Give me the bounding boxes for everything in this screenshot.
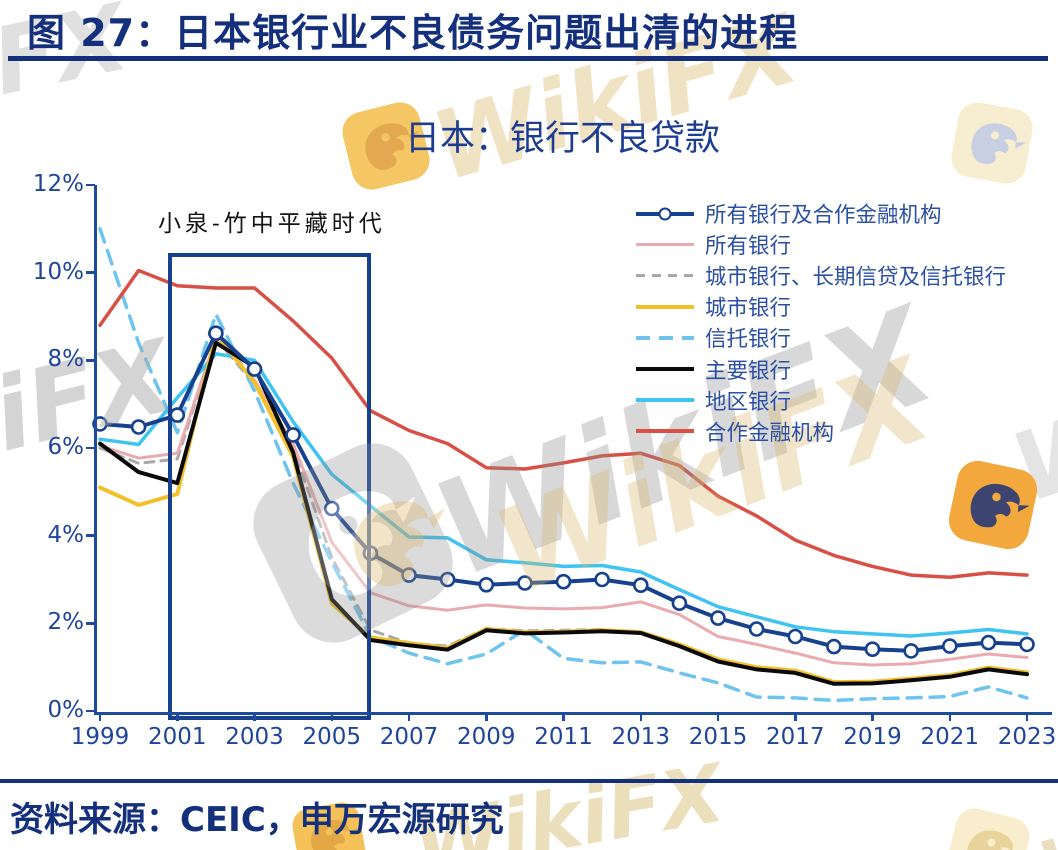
source-text: 资料来源：CEIC，申万宏源研究: [10, 800, 504, 840]
legend-item-all-banks-coop: 所有银行及合作金融机构: [636, 198, 1006, 229]
legend-label: 主要银行: [705, 358, 792, 384]
legend-swatch: [636, 398, 694, 402]
legend-swatch: [636, 207, 694, 221]
data-marker-all-banks-coop: [787, 628, 804, 645]
legend-swatch: [636, 274, 694, 278]
legend-label: 所有银行及合作金融机构: [705, 203, 942, 229]
data-marker-all-banks-coop: [594, 571, 610, 588]
data-marker-all-banks-coop: [130, 419, 147, 435]
legend-label: 信托银行: [705, 327, 792, 353]
figure-title: 图 27：日本银行业不良债务问题出清的进程: [27, 11, 799, 55]
koizumi-era-label: 小泉-竹中平藏时代: [158, 211, 386, 237]
legend-label: 城市银行、长期信贷及信托银行: [705, 265, 1007, 291]
series-line-regional-banks: [98, 352, 1029, 638]
data-marker-all-banks-coop: [1019, 636, 1035, 653]
koizumi-era-box: [168, 253, 371, 720]
legend-item-regional-banks: 地区银行: [636, 385, 1006, 416]
legend-item-trust-banks: 信托银行: [636, 322, 1006, 353]
data-marker-all-banks-coop: [980, 634, 997, 651]
y-axis-line: [94, 185, 97, 715]
data-marker-all-banks-coop: [246, 361, 263, 377]
legend-item-major-banks: 主要银行: [636, 353, 1006, 384]
data-marker-all-banks-coop: [864, 641, 881, 658]
legend-label: 合作金融机构: [705, 420, 835, 446]
chart-title: 日本：银行不良贷款: [404, 119, 720, 159]
legend-swatch: [636, 336, 694, 340]
series-line-coop-financial: [98, 268, 1029, 580]
data-marker-all-banks-coop: [517, 575, 533, 591]
data-marker-all-banks-coop: [671, 595, 688, 612]
legend-swatch: [636, 243, 694, 247]
data-marker-all-banks-coop: [826, 638, 842, 655]
legend-label: 所有银行: [705, 234, 792, 260]
legend-item-city-ltcb-trust: 城市银行、长期信贷及信托银行: [636, 260, 1006, 291]
legend-label: 地区银行: [705, 389, 792, 415]
title-underline: [8, 56, 1048, 61]
data-marker-all-banks-coop: [439, 571, 456, 588]
data-marker-all-banks-coop: [208, 325, 224, 342]
data-marker-all-banks-coop: [941, 638, 958, 654]
data-marker-all-banks-coop: [478, 576, 495, 593]
data-marker-all-banks-coop: [401, 567, 417, 583]
data-marker-all-banks-coop: [903, 643, 919, 659]
data-marker-all-banks-coop: [632, 577, 649, 594]
data-marker-all-banks-coop: [555, 573, 572, 590]
x-axis-line: [94, 712, 1052, 715]
legend-item-all-banks: 所有银行: [636, 229, 1006, 260]
legend-item-city-banks: 城市银行: [636, 291, 1006, 322]
legend-swatch: [636, 367, 694, 372]
series-line-trust-banks: [98, 227, 1029, 703]
legend-label: 城市银行: [705, 296, 792, 322]
data-marker-all-banks-coop: [710, 610, 726, 626]
legend-swatch: [636, 304, 694, 309]
chart-legend: 所有银行及合作金融机构 所有银行城市银行、长期信贷及信托银行 城市银行信托银行主要银…: [636, 198, 1006, 447]
legend-item-coop-financial: 合作金融机构: [636, 416, 1006, 447]
data-marker-all-banks-coop: [748, 621, 765, 637]
legend-marker-circle: [658, 207, 672, 221]
source-divider: [0, 779, 1058, 783]
legend-swatch: [636, 429, 694, 433]
